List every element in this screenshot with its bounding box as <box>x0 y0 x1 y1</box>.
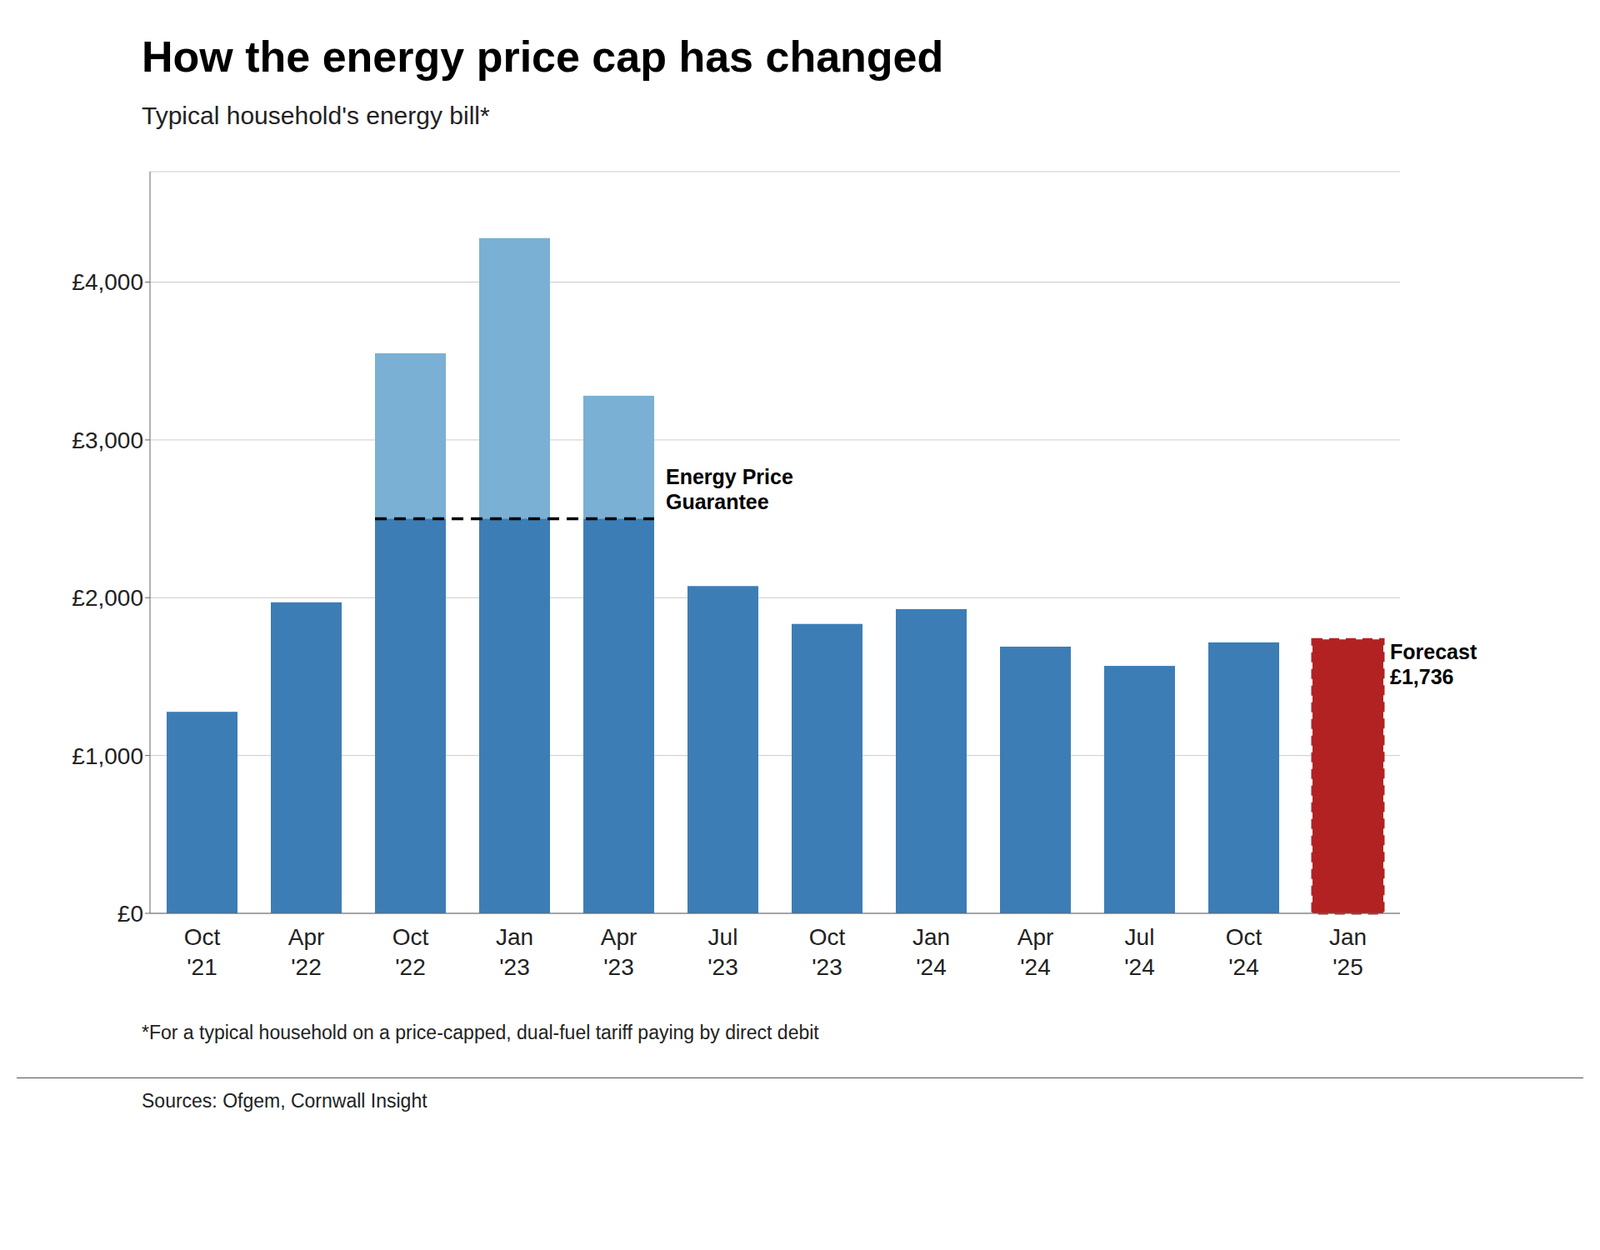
html-text:*For a typical household on a: *For a typical household on a price-capp… <box>141 1021 819 1044</box>
svg-text:£3,000: £3,000 <box>71 427 144 454</box>
html-text:Typical household's energy bil: Typical household's energy bill* <box>141 101 490 130</box>
svg-text:Jan'25: Jan'25 <box>1329 924 1367 980</box>
svg-text:Apr'24: Apr'24 <box>1017 924 1055 980</box>
svg-text:Jan'24: Jan'24 <box>912 924 950 980</box>
svg-text:Jul'23: Jul'23 <box>707 924 739 980</box>
html-text:Sources: Ofgem, Cornwall Insig: Sources: Ofgem, Cornwall Insight <box>141 1090 428 1112</box>
svg-text:Jan'23: Jan'23 <box>495 924 534 980</box>
svg-text:Jul'24: Jul'24 <box>1124 924 1155 980</box>
svg-text:Apr'22: Apr'22 <box>288 924 325 980</box>
svg-text:£4,000: £4,000 <box>71 269 144 295</box>
svg-text:Apr'23: Apr'23 <box>600 924 638 980</box>
svg-text:£0: £0 <box>117 900 144 927</box>
svg-text:Forecast£1,736: Forecast£1,736 <box>1390 640 1478 689</box>
svg-text:Oct'23: Oct'23 <box>809 924 846 980</box>
html-text:How the energy price cap has c: How the energy price cap has changed <box>141 32 944 81</box>
svg-text:Oct'21: Oct'21 <box>184 924 221 980</box>
svg-text:£2,000: £2,000 <box>71 585 144 611</box>
svg-text:Oct'22: Oct'22 <box>392 924 430 980</box>
svg-text:Oct'24: Oct'24 <box>1225 924 1263 980</box>
svg-text:£1,000: £1,000 <box>71 743 144 770</box>
svg-text:Energy PriceGuarantee: Energy PriceGuarantee <box>665 465 794 514</box>
